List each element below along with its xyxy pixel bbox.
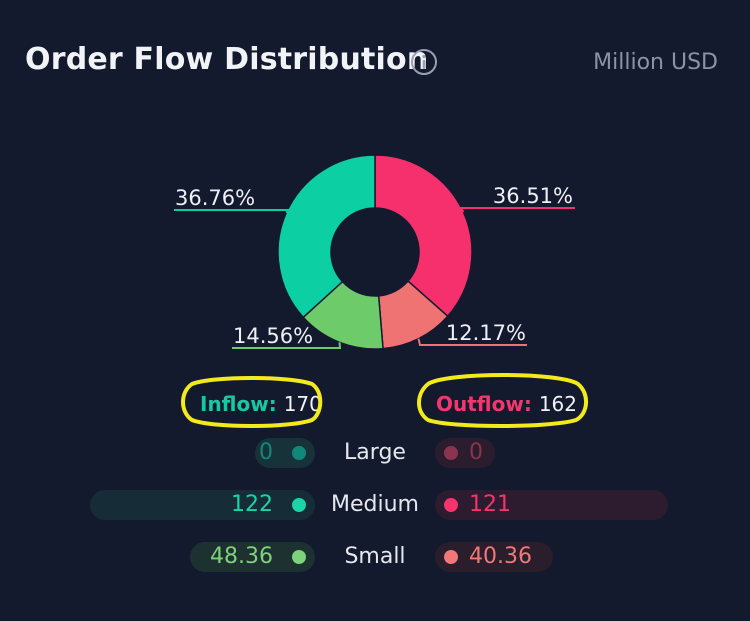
slice-label-4: 36.76% bbox=[175, 186, 255, 210]
outflow-summary: Outflow: 162 bbox=[436, 392, 577, 416]
medium-outflow-value: 121 bbox=[469, 492, 511, 517]
small-outflow-pill: 40.36 bbox=[435, 542, 553, 572]
leader-line-3 bbox=[232, 342, 342, 349]
large-outflow-pill: 0 bbox=[435, 438, 495, 468]
large-outflow-dot bbox=[444, 446, 458, 460]
leader-line-1 bbox=[459, 207, 575, 213]
page-title: Order Flow Distribution bbox=[25, 42, 429, 77]
large-inflow-value: 0 bbox=[259, 440, 273, 465]
inflow-summary: Inflow: 170 bbox=[200, 392, 322, 416]
info-icon[interactable] bbox=[410, 48, 438, 76]
unit-label: Million USD bbox=[593, 50, 718, 75]
outflow-value: 162 bbox=[538, 392, 577, 416]
medium-outflow-pill: 121 bbox=[435, 490, 668, 520]
medium-inflow-dot bbox=[292, 498, 306, 512]
large-inflow-pill: 0 bbox=[255, 438, 315, 468]
donut-slice-4[interactable] bbox=[277, 154, 376, 319]
donut-slice-1[interactable] bbox=[374, 154, 473, 318]
slice-label-3: 14.56% bbox=[233, 324, 313, 348]
large-inflow-dot bbox=[292, 446, 306, 460]
slice-label-2: 12.17% bbox=[446, 321, 526, 345]
inflow-label: Inflow: bbox=[200, 392, 277, 416]
small-inflow-dot bbox=[292, 550, 306, 564]
small-outflow-value: 40.36 bbox=[469, 544, 532, 569]
small-inflow-value: 48.36 bbox=[210, 544, 273, 569]
leader-line-4 bbox=[174, 209, 292, 214]
large-outflow-value: 0 bbox=[469, 440, 483, 465]
outflow-label: Outflow: bbox=[436, 392, 532, 416]
inflow-value: 170 bbox=[283, 392, 322, 416]
small-inflow-pill: 48.36 bbox=[190, 542, 315, 572]
small-outflow-dot bbox=[444, 550, 458, 564]
medium-outflow-dot bbox=[444, 498, 458, 512]
slice-label-1: 36.51% bbox=[493, 184, 573, 208]
medium-inflow-value: 122 bbox=[231, 492, 273, 517]
row-label-small: Small bbox=[344, 544, 406, 569]
row-label-large: Large bbox=[344, 440, 406, 465]
leader-line-2 bbox=[417, 338, 527, 346]
medium-inflow-pill: 122 bbox=[90, 490, 315, 520]
row-label-medium: Medium bbox=[331, 492, 419, 517]
